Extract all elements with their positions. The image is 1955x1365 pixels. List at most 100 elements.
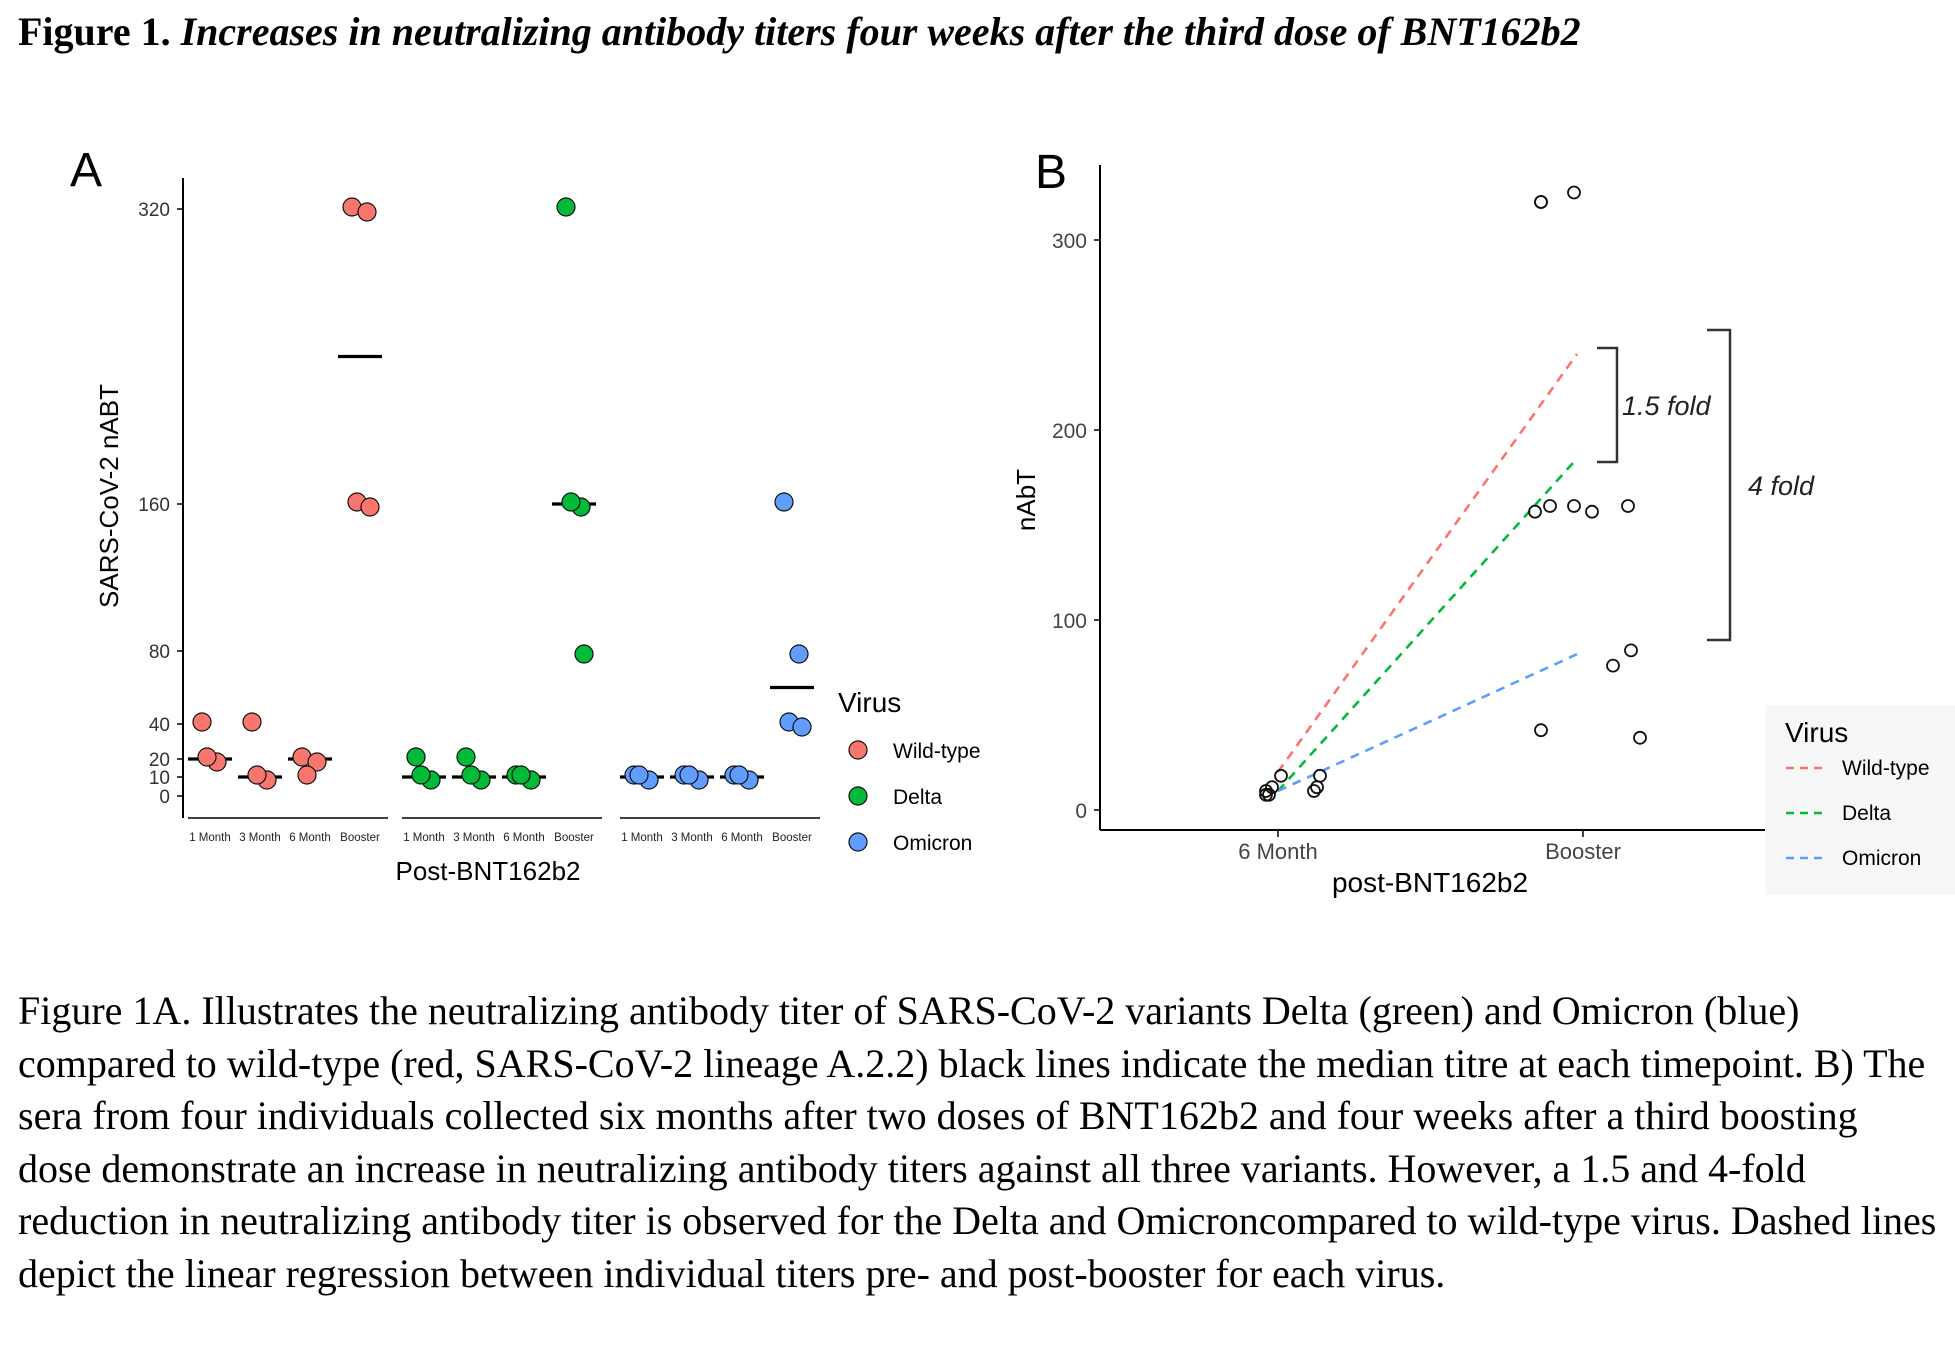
a-xtick-omicron-booster: Booster <box>772 832 812 844</box>
b-ytick-label-0: 0 <box>1075 800 1087 823</box>
a-ytick-label-10: 10 <box>149 768 170 789</box>
b-ytick-label-200: 200 <box>1052 420 1087 443</box>
panel-a-y-label: SARS-CoV-2 nABT <box>94 384 124 608</box>
panel-a-plot-area <box>183 178 818 818</box>
a-point-wild-type-5 <box>247 765 267 785</box>
a-point-omicron-10 <box>789 644 809 664</box>
a-xtick-delta-1-month: 1 Month <box>403 832 445 844</box>
a-ytick-label-320: 320 <box>138 200 170 221</box>
a-point-wild-type-2 <box>197 747 217 767</box>
a-xtick-wild-type-6-month: 6 Month <box>289 832 331 844</box>
panel-b: B 0 100 200 300 6 Month Booster nAbT post-BN… <box>1011 146 1955 898</box>
a-point-delta-12 <box>574 644 594 664</box>
a-point-omicron-5 <box>679 765 699 785</box>
a-ytick-label-160: 160 <box>138 495 170 516</box>
a-point-delta-0 <box>406 747 426 767</box>
b-ytick-label-300: 300 <box>1052 230 1087 253</box>
a-legend-label-omicron: Omicron <box>893 832 972 855</box>
a-xtick-wild-type-1-month: 1 Month <box>189 832 231 844</box>
panel-b-legend-background <box>1765 705 1955 895</box>
b-legend-label-delta: Delta <box>1842 802 1891 825</box>
a-point-wild-type-7 <box>307 752 327 772</box>
a-xtick-wild-type-booster: Booster <box>340 832 380 844</box>
b-xtick-label-booster: Booster <box>1545 839 1621 864</box>
b-point-6month-7 <box>1259 787 1273 802</box>
panel-b-legend-title: Virus <box>1785 717 1848 748</box>
a-point-delta-11 <box>561 492 581 512</box>
b-point-booster-9 <box>1624 643 1638 658</box>
b-point-booster-3 <box>1528 504 1542 519</box>
a-legend-key-wild-type <box>848 740 868 760</box>
a-point-omicron-8 <box>729 765 749 785</box>
b-xtick-label-6-month: 6 Month <box>1238 839 1318 864</box>
panel-b-letter: B <box>1035 146 1067 199</box>
panel-b-y-label: nAbT <box>1011 469 1041 531</box>
panel-a-x-label: Post-BNT162b2 <box>396 856 581 886</box>
a-point-delta-5 <box>461 765 481 785</box>
b-point-booster-7 <box>1621 499 1635 513</box>
bracket-4-fold: 4 fold <box>1707 328 1815 642</box>
b-point-6month-5 <box>1310 780 1324 795</box>
panel-a-letter: A <box>70 144 102 197</box>
a-ytick-label-40: 40 <box>149 715 170 736</box>
b-point-6month-4 <box>1307 784 1321 798</box>
b-point-booster-2 <box>1567 185 1581 200</box>
b-point-booster-8 <box>1606 658 1620 673</box>
b-point-booster-4 <box>1543 499 1557 513</box>
b-point-booster-6 <box>1585 504 1599 519</box>
a-xtick-wild-type-3-month: 3 Month <box>239 832 281 844</box>
a-ytick-label-0: 0 <box>159 787 170 808</box>
a-point-delta-9 <box>556 197 576 217</box>
a-point-wild-type-3 <box>242 712 262 732</box>
b-legend-label-wild-type: Wild-type <box>1842 757 1930 780</box>
annotation-4-fold: 4 fold <box>1748 471 1815 501</box>
a-point-delta-8 <box>511 765 531 785</box>
annotation-1-5-fold: 1.5 fold <box>1622 391 1712 421</box>
a-point-wild-type-0 <box>192 712 212 732</box>
a-xtick-omicron-3-month: 3 Month <box>671 832 713 844</box>
b-ytick-label-100: 100 <box>1052 610 1087 633</box>
b-point-booster-10 <box>1534 723 1548 738</box>
panel-b-regression-lines <box>1276 353 1579 793</box>
a-legend-label-delta: Delta <box>893 786 942 809</box>
a-legend-key-omicron <box>848 832 868 852</box>
b-point-6month-6 <box>1313 768 1327 783</box>
b-point-6month-3 <box>1274 768 1288 783</box>
figure-number: Figure 1. <box>18 9 171 54</box>
panel-b-y-ticks: 0 100 200 300 <box>1052 230 1100 823</box>
a-legend-label-wild-type: Wild-type <box>893 740 981 763</box>
a-xtick-delta-booster: Booster <box>554 832 594 844</box>
b-legend-label-omicron: Omicron <box>1842 847 1921 870</box>
a-xtick-omicron-6-month: 6 Month <box>721 832 763 844</box>
bracket-1-5-fold: 1.5 fold <box>1597 346 1712 464</box>
b-point-booster-5 <box>1567 499 1581 513</box>
a-point-delta-2 <box>411 765 431 785</box>
panel-a-legend: Virus Wild-type Delta Omicron <box>838 687 981 855</box>
b-regression-wild-type <box>1276 353 1579 773</box>
b-regression-omicron <box>1277 653 1578 793</box>
panel-b-points <box>1259 185 1647 802</box>
a-ytick-label-20: 20 <box>149 750 170 771</box>
figure-title: Figure 1. Increases in neutralizing anti… <box>18 8 1581 55</box>
panel-b-x-label: post-BNT162b2 <box>1332 867 1528 898</box>
panel-a-points <box>192 197 812 790</box>
figure-title-text: Increases in neutralizing antibody titer… <box>180 9 1581 54</box>
a-xtick-delta-6-month: 6 Month <box>503 832 545 844</box>
b-point-booster-1 <box>1534 195 1548 209</box>
a-ytick-label-80: 80 <box>149 642 170 663</box>
b-point-booster-11 <box>1633 730 1647 745</box>
a-xtick-omicron-1-month: 1 Month <box>621 832 663 844</box>
panel-b-legend: Virus Wild-type Delta Omicron <box>1785 717 1930 870</box>
a-point-omicron-12 <box>792 717 812 737</box>
a-point-wild-type-8 <box>297 765 317 785</box>
a-point-wild-type-10 <box>357 202 377 222</box>
a-point-wild-type-12 <box>360 497 380 517</box>
a-xtick-delta-3-month: 3 Month <box>453 832 495 844</box>
a-point-delta-3 <box>456 747 476 767</box>
b-regression-delta <box>1277 457 1578 792</box>
a-point-omicron-2 <box>629 765 649 785</box>
figure-caption: Figure 1A. Illustrates the neutralizing … <box>18 988 1937 1296</box>
